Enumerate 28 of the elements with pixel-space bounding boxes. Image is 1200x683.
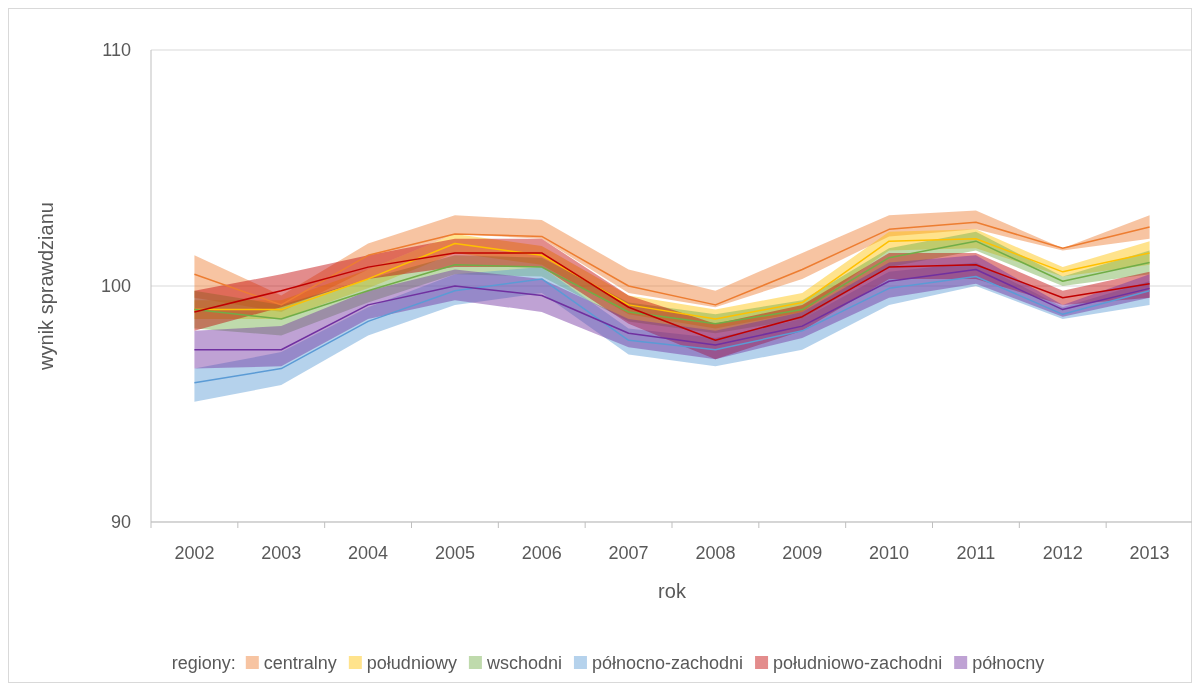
line-series [193,252,1151,342]
legend-label: wschodni [485,653,562,673]
x-tick-label: 2003 [261,543,302,563]
x-tick-label: 2012 [1042,543,1083,563]
line-series [193,275,1151,384]
x-tick-label: 2002 [174,543,215,563]
y-tick-label: 90 [110,512,131,532]
x-tick-label: 2011 [956,543,996,563]
line-series [193,221,1151,306]
x-tick-label: 2004 [348,543,389,563]
y-tick-label: 100 [100,276,131,296]
legend-label: południowy [366,653,457,673]
x-tick-label: 2005 [434,543,475,563]
line-series [193,268,1151,351]
y-axis-title: wynik sprawdzianu [35,202,57,371]
legend-label: południowo-zachodni [773,653,943,673]
legend-label: centralny [263,653,337,673]
legend-label: północno-zachodni [591,653,744,673]
x-tick-label: 2013 [1129,543,1170,563]
legend-title: regiony: [171,653,236,673]
x-tick-label: 2007 [608,543,649,563]
x-tick-label: 2006 [521,543,562,563]
x-axis-title: rok [658,580,687,602]
y-tick-label: 110 [102,40,131,60]
x-tick-label: 2010 [869,543,910,563]
x-tick-label: 2009 [782,543,823,563]
x-tick-label: 2008 [695,543,736,563]
legend-label: północny [972,653,1045,673]
